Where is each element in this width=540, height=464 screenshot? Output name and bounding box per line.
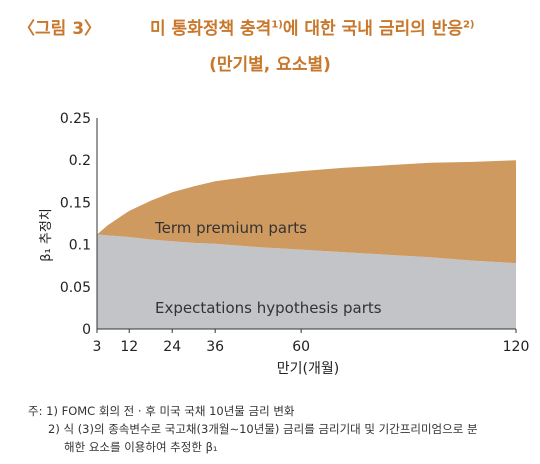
footnotes: 주: 1) FOMC 회의 전 · 후 미국 국채 10년물 금리 변화 2) … [28, 402, 530, 456]
footnote-2-continued: 해한 요소를 이용하여 추정한 β₁ [64, 440, 218, 454]
chart-title: 미 통화정책 충격1)에 대한 국내 금리의 반응2) [150, 14, 540, 39]
footnote-1: 주: 1) FOMC 회의 전 · 후 미국 국채 10년물 금리 변화 [28, 402, 530, 420]
figure-label: 〈그림 3〉 [18, 19, 102, 39]
title-part2: 에 대한 국내 금리의 반응 [282, 19, 463, 39]
x-tick-label: 3 [93, 339, 102, 355]
chart-subtitle: (만기별, 요소별) [209, 55, 331, 75]
x-axis-ticks: 3 12 24 36 60 120 [93, 329, 530, 355]
y-tick-label: 0.2 [69, 153, 91, 169]
area-series-1 [97, 160, 516, 264]
x-tick-label: 60 [292, 339, 310, 355]
footnote-prefix: 주: [28, 404, 43, 418]
title-footnote-1: 1) [271, 19, 283, 31]
x-tick-label: 120 [503, 339, 530, 355]
y-tick-label: 0.1 [69, 238, 91, 254]
title-footnote-2: 2) [462, 19, 475, 31]
area-chart: 0 0.05 0.1 0.15 0.2 0.25 3 12 24 36 60 120 Term pr… [39, 111, 530, 377]
y-axis-ticks: 0 0.05 0.1 0.15 0.2 0.25 [60, 111, 91, 338]
y-tick-label: 0.25 [60, 111, 91, 127]
y-axis-label: β₁ 추정치 [39, 208, 54, 262]
x-axis-label: 만기(개월) [277, 361, 339, 377]
y-tick-label: 0.15 [60, 195, 91, 211]
y-tick-label: 0.05 [60, 280, 91, 296]
area-series-0 [97, 234, 516, 329]
x-tick-label: 36 [206, 339, 224, 355]
x-tick-label: 24 [163, 339, 181, 355]
y-tick-label: 0 [82, 322, 91, 338]
footnote-2: 2) 식 (3)의 종속변수로 국고채(3개월∼10년물) 금리를 금리기대 및… [48, 422, 478, 436]
footnote-1-text: 1) FOMC 회의 전 · 후 미국 국채 10년물 금리 변화 [46, 404, 295, 418]
title-part1: 미 통화정책 충격 [150, 19, 272, 39]
series-label-term-premium: Term premium parts [154, 219, 307, 237]
x-tick-label: 12 [120, 339, 138, 355]
series-label-expectations: Expectations hypothesis parts [155, 299, 382, 317]
